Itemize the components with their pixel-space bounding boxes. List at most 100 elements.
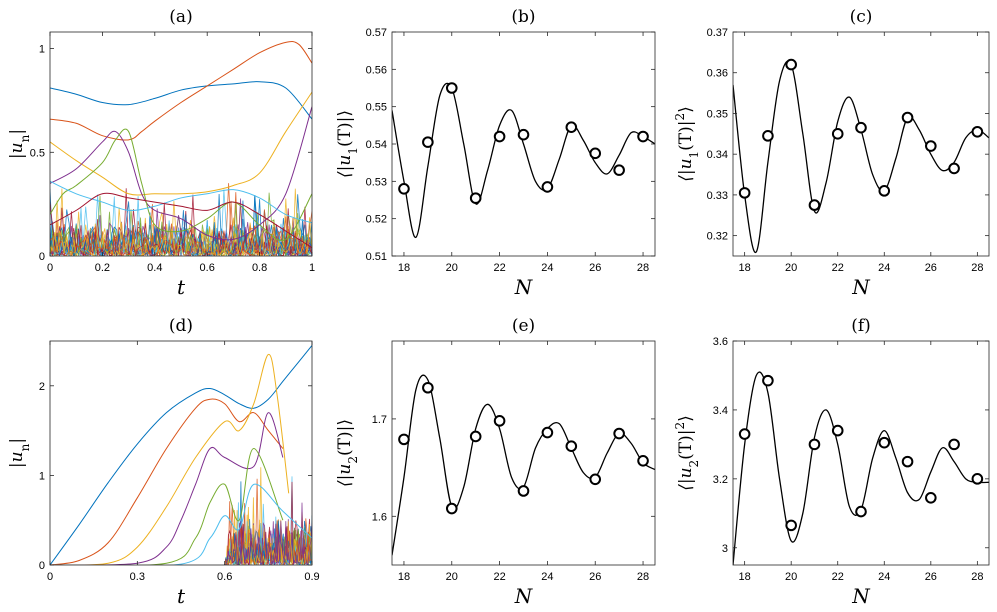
panel-d: (d) 0 0.3 0.6 0.9 0 1 2 t |un| (7, 316, 320, 608)
data-point (517, 128, 530, 141)
data-point (613, 427, 625, 440)
y-tick-label: 0.5 (30, 147, 45, 159)
x-tick-label: 0 (47, 262, 53, 274)
y-tick-label: 0.57 (366, 27, 387, 39)
fit-curve (392, 82, 655, 238)
noise-trace (224, 502, 312, 565)
y-axis-label: |un| (7, 438, 32, 468)
data-point (637, 130, 649, 143)
y-tick-label: 1.6 (372, 511, 387, 523)
y-tick-label: 0.34 (707, 149, 728, 161)
series-line-1 (50, 81, 312, 120)
data-point (422, 136, 434, 148)
y-axis-label: ⟨|u1(T)|2⟩ (673, 106, 701, 182)
data-point (613, 164, 625, 176)
y-tick-label: 0.52 (366, 214, 387, 226)
data-point (637, 454, 649, 467)
data-point (971, 473, 984, 485)
plot-area (733, 371, 989, 565)
series-line-7 (50, 192, 312, 249)
x-tick-label: 26 (925, 262, 937, 274)
x-tick-label: 0 (47, 571, 53, 583)
data-point (445, 502, 458, 515)
plot-area (50, 345, 312, 565)
series-line-3 (50, 353, 290, 565)
data-point (469, 430, 482, 443)
series-line-5 (50, 448, 284, 565)
noise-trace (224, 506, 312, 565)
x-tick-label: 0.8 (252, 262, 267, 274)
x-tick-label: 18 (398, 262, 410, 274)
series-line-3 (50, 91, 312, 196)
y-tick-label: 0.55 (366, 102, 387, 114)
x-axis-label: N (514, 584, 534, 608)
y-tick-label: 0.51 (366, 251, 387, 263)
x-axis-label: N (851, 275, 871, 299)
data-point (565, 121, 578, 133)
panel-label: (c) (850, 7, 873, 27)
panel-label: (f) (851, 316, 871, 336)
x-tick-label: 0.4 (147, 262, 162, 274)
data-point (541, 181, 554, 193)
panel-label: (b) (511, 7, 535, 27)
x-tick-label: 18 (398, 571, 410, 583)
data-point (831, 128, 844, 140)
y-axis-label: ⟨|u2(T)|⟩ (335, 419, 360, 487)
x-tick-label: 22 (832, 262, 844, 274)
x-tick-label: 24 (541, 262, 553, 274)
noise-trace (50, 193, 312, 256)
y-tick-label: 0.35 (707, 108, 728, 120)
data-point (493, 130, 506, 143)
axes-frame (49, 31, 313, 257)
series-line-2 (50, 398, 284, 565)
x-tick-label: 22 (493, 262, 505, 274)
data-point (541, 426, 554, 439)
data-point (422, 381, 434, 394)
x-tick-label: 26 (925, 571, 937, 583)
data-point (925, 492, 937, 504)
data-point (808, 438, 821, 451)
y-tick-label: 3 (722, 543, 728, 555)
x-tick-label: 28 (971, 571, 983, 583)
panel-c: (c) 18 20 22 24 26 28 0.32 0.33 0.34 0.35 0.36 0.37 N… (673, 7, 990, 299)
plot-area (50, 41, 312, 256)
y-tick-label: 0 (39, 560, 45, 572)
data-point (878, 436, 891, 449)
x-tick-label: 0.6 (200, 262, 215, 274)
y-tick-label: 1 (39, 44, 45, 56)
data-point (808, 199, 821, 211)
data-point (901, 455, 914, 468)
x-tick-label: 0.9 (304, 571, 319, 583)
axes-frame (732, 31, 990, 257)
series-line-6 (50, 180, 312, 224)
y-tick-label: 1.7 (372, 414, 387, 426)
noise-trace (50, 207, 312, 256)
axes-frame (391, 340, 656, 566)
y-tick-label: 1 (39, 470, 45, 482)
y-axis-label: ⟨|u2(T)|2⟩ (673, 415, 701, 491)
x-tick-label: 0.3 (130, 571, 145, 583)
x-tick-label: 22 (493, 571, 505, 583)
series-line-1 (50, 345, 312, 565)
data-point (398, 433, 410, 446)
x-tick-label: 20 (785, 571, 797, 583)
x-tick-label: 28 (637, 262, 649, 274)
x-tick-label: 28 (637, 571, 649, 583)
data-point (762, 374, 774, 387)
noise-trace (50, 217, 312, 256)
data-point (878, 185, 891, 197)
data-point (589, 147, 602, 160)
x-axis-label: N (851, 584, 871, 608)
data-point (948, 162, 960, 175)
data-point (971, 125, 984, 138)
x-axis-label: t (177, 584, 186, 608)
x-tick-label: 18 (739, 571, 751, 583)
data-point (469, 192, 482, 204)
data-point (855, 121, 867, 134)
y-tick-label: 0.53 (366, 176, 387, 188)
noise-trace (50, 188, 312, 256)
fit-curve (733, 371, 989, 565)
y-tick-label: 0.36 (707, 68, 728, 80)
panel-b: (b) 18 20 22 24 26 28 0.51 0.52 0.53 0.54 0.55 0.56 0… (335, 7, 656, 299)
